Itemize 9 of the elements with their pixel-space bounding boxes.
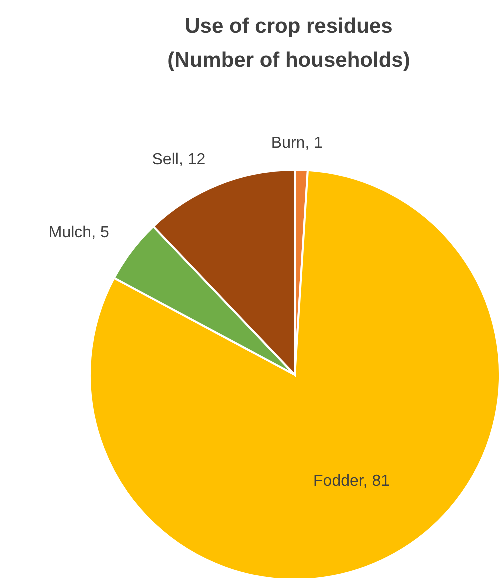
- data-label: , 81: [363, 472, 390, 490]
- slice-label: Sell: [152, 150, 179, 168]
- slice-label: Mulch: [48, 224, 92, 242]
- slice-label: Burn: [271, 134, 306, 152]
- data-label: , 5: [92, 224, 110, 242]
- chart-title: Use of crop residues (Number of households): [166, 14, 412, 74]
- slice-label: Fodder: [314, 472, 365, 490]
- data-label: , 12: [178, 150, 206, 168]
- data-label: , 1: [305, 134, 324, 152]
